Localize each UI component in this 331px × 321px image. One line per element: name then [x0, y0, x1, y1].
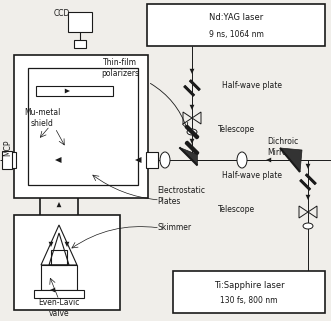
- Polygon shape: [185, 125, 199, 139]
- Ellipse shape: [187, 129, 197, 135]
- Bar: [4, 152, 16, 168]
- Polygon shape: [189, 79, 201, 91]
- Polygon shape: [49, 242, 53, 247]
- Text: Half-wave plate: Half-wave plate: [222, 82, 282, 91]
- Bar: [34, 290, 84, 298]
- Polygon shape: [179, 147, 197, 165]
- Text: Telescope: Telescope: [218, 126, 255, 134]
- Bar: [173, 271, 325, 313]
- Text: Ti:Sapphire laser: Ti:Sapphire laser: [214, 281, 284, 290]
- Text: Even-Lavic
valve: Even-Lavic valve: [38, 298, 80, 318]
- Bar: [68, 12, 92, 32]
- Text: Dichroic
Mirror: Dichroic Mirror: [267, 137, 298, 157]
- Polygon shape: [190, 105, 194, 110]
- Polygon shape: [50, 288, 55, 292]
- Bar: [36, 86, 113, 96]
- Text: CCD: CCD: [54, 10, 70, 19]
- Text: Half-wave plate: Half-wave plate: [222, 170, 282, 179]
- Polygon shape: [306, 195, 310, 200]
- Ellipse shape: [237, 152, 247, 168]
- Polygon shape: [135, 157, 141, 163]
- Bar: [146, 152, 158, 168]
- Polygon shape: [57, 202, 61, 207]
- Text: Telescope: Telescope: [218, 205, 255, 214]
- Polygon shape: [65, 89, 70, 93]
- Bar: [41, 265, 77, 290]
- Polygon shape: [305, 173, 317, 185]
- Text: 130 fs, 800 nm: 130 fs, 800 nm: [220, 297, 278, 306]
- Polygon shape: [183, 85, 195, 97]
- Text: Nd:YAG laser: Nd:YAG laser: [209, 13, 263, 22]
- Text: Skimmer: Skimmer: [158, 223, 192, 232]
- Polygon shape: [306, 164, 310, 169]
- Polygon shape: [190, 139, 194, 144]
- Text: Thin-film
polarizers: Thin-film polarizers: [101, 58, 139, 78]
- Ellipse shape: [303, 223, 313, 229]
- Ellipse shape: [160, 152, 170, 168]
- Bar: [147, 4, 325, 46]
- Bar: [14, 215, 120, 310]
- Bar: [51, 250, 67, 265]
- Bar: [74, 40, 86, 48]
- Text: Mu-metal
shield: Mu-metal shield: [24, 108, 60, 128]
- Bar: [2, 151, 12, 169]
- Polygon shape: [185, 141, 199, 155]
- Text: 9 ns, 1064 nm: 9 ns, 1064 nm: [209, 30, 263, 39]
- Bar: [14, 55, 148, 198]
- Polygon shape: [190, 69, 194, 74]
- Text: Electrostatic
Plates: Electrostatic Plates: [157, 186, 205, 206]
- Polygon shape: [65, 242, 70, 247]
- Polygon shape: [266, 158, 271, 162]
- Polygon shape: [299, 179, 311, 191]
- Polygon shape: [55, 157, 62, 163]
- Polygon shape: [280, 148, 302, 172]
- Text: MCP: MCP: [4, 140, 13, 156]
- Bar: [28, 68, 138, 185]
